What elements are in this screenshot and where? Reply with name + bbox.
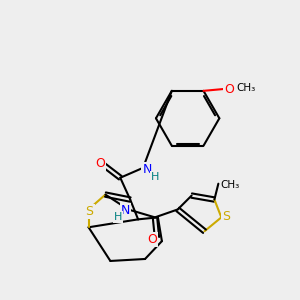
Text: N: N [121, 204, 130, 217]
Text: H: H [151, 172, 159, 182]
Text: CH₃: CH₃ [220, 180, 240, 190]
Text: O: O [224, 83, 234, 96]
Text: N: N [142, 163, 152, 176]
Text: CH₃: CH₃ [236, 83, 255, 93]
Text: S: S [222, 210, 230, 223]
Text: H: H [114, 212, 122, 222]
Text: O: O [147, 233, 157, 246]
Text: S: S [85, 205, 94, 218]
Text: O: O [95, 158, 105, 170]
